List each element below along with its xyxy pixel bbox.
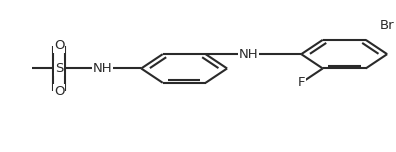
Text: NH: NH — [239, 48, 259, 61]
Text: S: S — [55, 62, 63, 75]
Text: NH: NH — [92, 62, 112, 75]
Text: O: O — [54, 39, 65, 52]
Text: O: O — [54, 85, 65, 98]
Text: F: F — [297, 76, 305, 89]
Text: Br: Br — [380, 19, 394, 32]
